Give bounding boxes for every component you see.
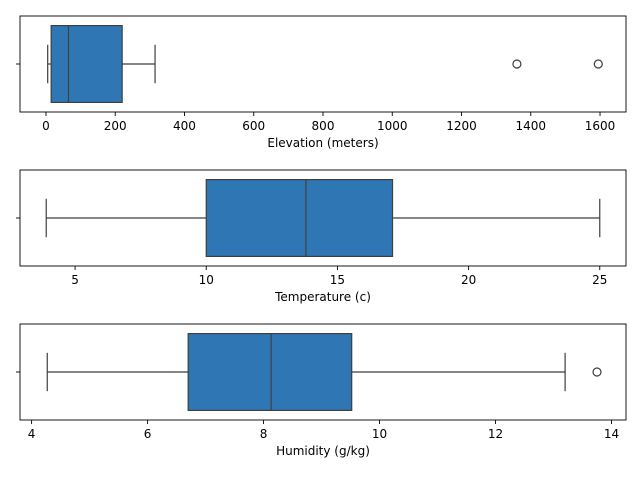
x-tick-label: 800 — [312, 119, 335, 133]
x-tick-label: 20 — [461, 273, 476, 287]
x-tick-label: 4 — [28, 427, 36, 441]
x-axis-label: Temperature (c) — [274, 290, 371, 304]
x-tick-label: 400 — [173, 119, 196, 133]
x-tick-label: 14 — [604, 427, 619, 441]
x-tick-label: 1400 — [515, 119, 546, 133]
x-tick-label: 10 — [372, 427, 387, 441]
x-tick-label: 200 — [104, 119, 127, 133]
x-tick-label: 12 — [488, 427, 503, 441]
x-tick-label: 1200 — [446, 119, 477, 133]
x-axis-label: Elevation (meters) — [267, 136, 378, 150]
x-tick-label: 1600 — [585, 119, 616, 133]
x-tick-label: 5 — [71, 273, 79, 287]
iqr-box — [205, 179, 394, 258]
boxplot-panel-1: 0 200 400 600 800 1000 1200 1400 1600 Elevation (… — [16, 15, 627, 150]
boxplot-panel-2: 5 10 15 20 25 Temperature (c) — [16, 169, 627, 304]
x-tick-label: 8 — [260, 427, 268, 441]
iqr-box — [50, 25, 123, 104]
x-tick-label: 600 — [242, 119, 265, 133]
x-tick-label: 25 — [592, 273, 607, 287]
x-tick-label: 1000 — [377, 119, 408, 133]
boxplot-panel-3: 4 6 8 10 12 14 Humidity (g/kg) — [16, 323, 627, 458]
x-tick-label: 10 — [199, 273, 214, 287]
x-axis-label: Humidity (g/kg) — [276, 444, 370, 458]
iqr-box — [187, 333, 353, 412]
x-tick-label: 6 — [144, 427, 152, 441]
x-tick-label: 0 — [42, 119, 50, 133]
outlier-point — [592, 367, 602, 377]
x-tick-label: 15 — [330, 273, 345, 287]
outlier-point — [512, 59, 522, 69]
outlier-point — [593, 59, 603, 69]
